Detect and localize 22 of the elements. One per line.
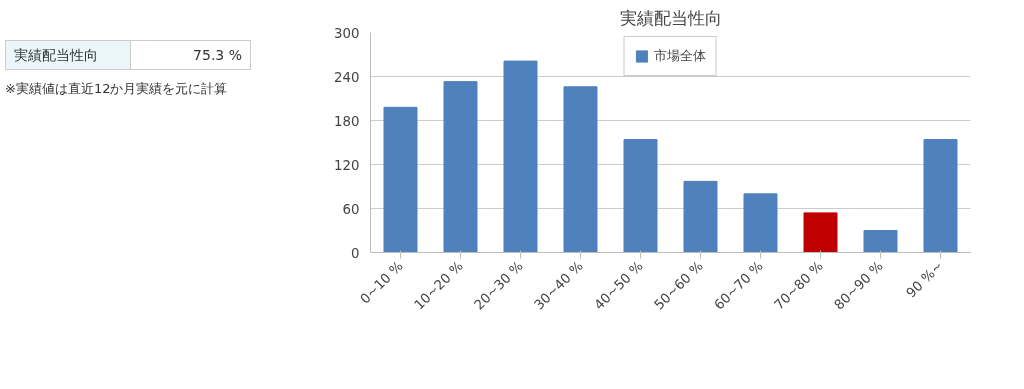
bar [743, 193, 778, 253]
y-tick-label: 240 [334, 69, 360, 85]
chart-title: 実績配当性向 [619, 7, 722, 28]
bar [923, 139, 958, 253]
x-tick-label: 90 %~ [903, 258, 946, 301]
bar [803, 212, 838, 253]
text: 実績配当性向 [5, 40, 131, 70]
legend-label: 市場全体 [653, 47, 706, 65]
bar [503, 60, 538, 253]
bar [563, 86, 598, 253]
y-tick-label: 120 [334, 157, 360, 173]
bar [443, 81, 478, 253]
text: ※実績値は直近12か月実績を元に計算 [5, 80, 229, 98]
bar [863, 230, 898, 253]
y-tick-label: 60 [342, 201, 360, 217]
bar [383, 106, 418, 253]
y-tick-label: 0 [351, 245, 360, 261]
text: 75.3 % [130, 40, 251, 70]
y-tick-label: 300 [334, 25, 360, 41]
bar [623, 139, 658, 253]
bar [683, 180, 718, 253]
y-tick-label: 180 [334, 113, 360, 129]
